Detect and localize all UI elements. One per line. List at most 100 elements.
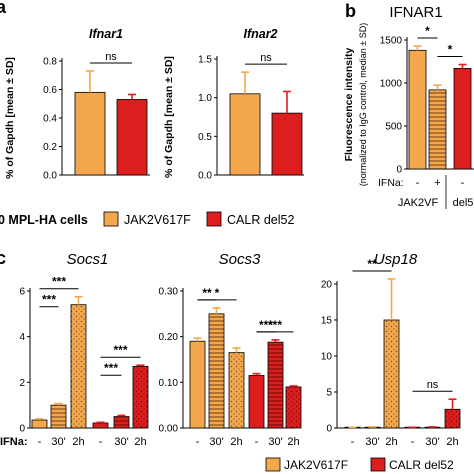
legend-bottom-swatch-calr	[370, 457, 386, 472]
group-label: del5	[453, 197, 474, 209]
chart-title: Ifnar1	[89, 27, 123, 41]
category-label: 2h	[287, 436, 299, 448]
panel-label-b: b	[345, 1, 356, 21]
significance-label: ***	[268, 318, 282, 332]
chart-title: IFNAR1	[389, 4, 442, 21]
significance-label: **	[367, 257, 377, 271]
category-label: 30'	[51, 436, 65, 448]
bar	[285, 386, 302, 429]
y-tick-label: 0.0	[198, 171, 212, 182]
bar	[132, 365, 149, 429]
bar	[383, 319, 400, 429]
significance-label: ns	[427, 379, 439, 391]
y-tick-label: 0	[19, 424, 25, 435]
ifna-label: IFNa:	[0, 436, 28, 448]
significance-label: ***	[52, 275, 66, 289]
category-label: -	[255, 436, 259, 448]
y-tick-label: 1500	[380, 36, 403, 47]
category-label: -	[351, 436, 355, 448]
legend-label-calr: CALR del52	[227, 213, 294, 227]
legend-swatch-calr	[206, 211, 222, 227]
category-label: 2h	[72, 436, 84, 448]
bar	[70, 304, 87, 429]
y-tick-label: 5	[326, 388, 332, 399]
significance-label: ns	[105, 51, 117, 63]
significance-label: *	[448, 43, 453, 57]
legend-bottom: JAK2V617F CALR del52	[265, 457, 454, 472]
y-tick-label: 4	[19, 332, 25, 343]
legend-swatch-jak2	[103, 211, 119, 227]
chart-ifnar1-flow: IFNAR1 0 500 1000 1500 Fluorescence intensity…	[343, 4, 474, 209]
chart-title: Usp18	[374, 251, 418, 268]
y-tick-label: 1.0	[198, 93, 212, 104]
y-tick-label: 10	[321, 352, 333, 363]
chart-ifnar1: Ifnar1 0.0 0.2 0.4 0.6 0.8 % of Gapdh [mean ± …	[4, 27, 150, 182]
ifna-label: IFNa:	[378, 177, 404, 189]
y-tick-label: 0.4	[43, 114, 57, 125]
bar	[50, 404, 67, 429]
legend-bottom-label-calr: CALR del52	[389, 458, 454, 472]
y-tick-label: 0	[326, 424, 332, 435]
y-tick-label: 6	[19, 287, 25, 298]
category-label: -	[38, 436, 42, 448]
y-tick-label: 500	[385, 122, 402, 133]
category-label: 2h	[230, 436, 242, 448]
bar	[408, 49, 427, 170]
bar	[113, 416, 130, 429]
legend-bottom-label-jak2: JAK2V617F	[284, 458, 348, 472]
category-label: -	[461, 177, 465, 189]
chart-ifnar2: Ifnar2 0.0 0.5 1.0 1.5 % of Gapdh [mean ± SD]…	[163, 27, 304, 182]
category-label: -	[99, 436, 103, 448]
chart-title: Socs3	[219, 251, 261, 268]
category-label: 30'	[268, 436, 282, 448]
bar	[248, 375, 265, 429]
category-label: -	[196, 436, 200, 448]
y-tick-label: 0.5	[198, 132, 212, 143]
bar	[229, 93, 261, 176]
significance-label: ***	[42, 293, 56, 307]
category-label: 30'	[114, 436, 128, 448]
bar	[453, 67, 472, 170]
bar	[116, 99, 148, 176]
category-label: 2h	[446, 436, 458, 448]
bar	[228, 352, 245, 429]
category-label: -	[416, 177, 420, 189]
group-label: JAK2VF	[398, 197, 439, 209]
category-label: 30'	[365, 436, 379, 448]
bar	[74, 91, 106, 176]
y-tick-label: 0.20	[159, 332, 179, 343]
y-tick-label: 0	[396, 165, 402, 176]
y-axis-label: % of Gapdh [mean ± SD]	[4, 57, 16, 179]
panel-label-a: a	[0, 0, 7, 17]
bar	[444, 408, 461, 429]
significance-label: ns	[260, 52, 272, 64]
y-tick-label: 0.8	[43, 57, 57, 68]
y-tick-label: 0.0	[43, 171, 57, 182]
category-label: 2h	[385, 436, 397, 448]
y-axis-label: Fluorescence intensity	[343, 47, 355, 161]
category-label: +	[434, 177, 440, 189]
bar	[92, 422, 109, 429]
y-axis-label: % of Gapdh [mean ± SD]	[163, 56, 175, 178]
significance-label: ***	[113, 343, 127, 357]
chart-title: Ifnar2	[243, 27, 277, 41]
legend-top: 0 MPL-HA cells JAK2V617F CALR del52	[0, 211, 294, 227]
y-tick-label: 2	[19, 378, 25, 389]
y-tick-label: 1.5	[198, 55, 212, 66]
bar	[208, 313, 225, 429]
legend-label-jak2: JAK2V617F	[124, 213, 191, 227]
bar	[271, 112, 303, 176]
bar	[428, 89, 447, 170]
category-label: 30'	[425, 436, 439, 448]
legend-bottom-swatch-jak2	[265, 457, 281, 472]
y-tick-label: 20	[321, 280, 333, 291]
y-tick-label: 0.2	[43, 142, 57, 153]
legend-cells-label: 0 MPL-HA cells	[0, 213, 88, 227]
y-tick-label: 0.6	[43, 85, 57, 96]
bar	[267, 341, 284, 429]
y-tick-label: 0.00	[159, 424, 179, 435]
significance-label: ***	[259, 318, 273, 332]
